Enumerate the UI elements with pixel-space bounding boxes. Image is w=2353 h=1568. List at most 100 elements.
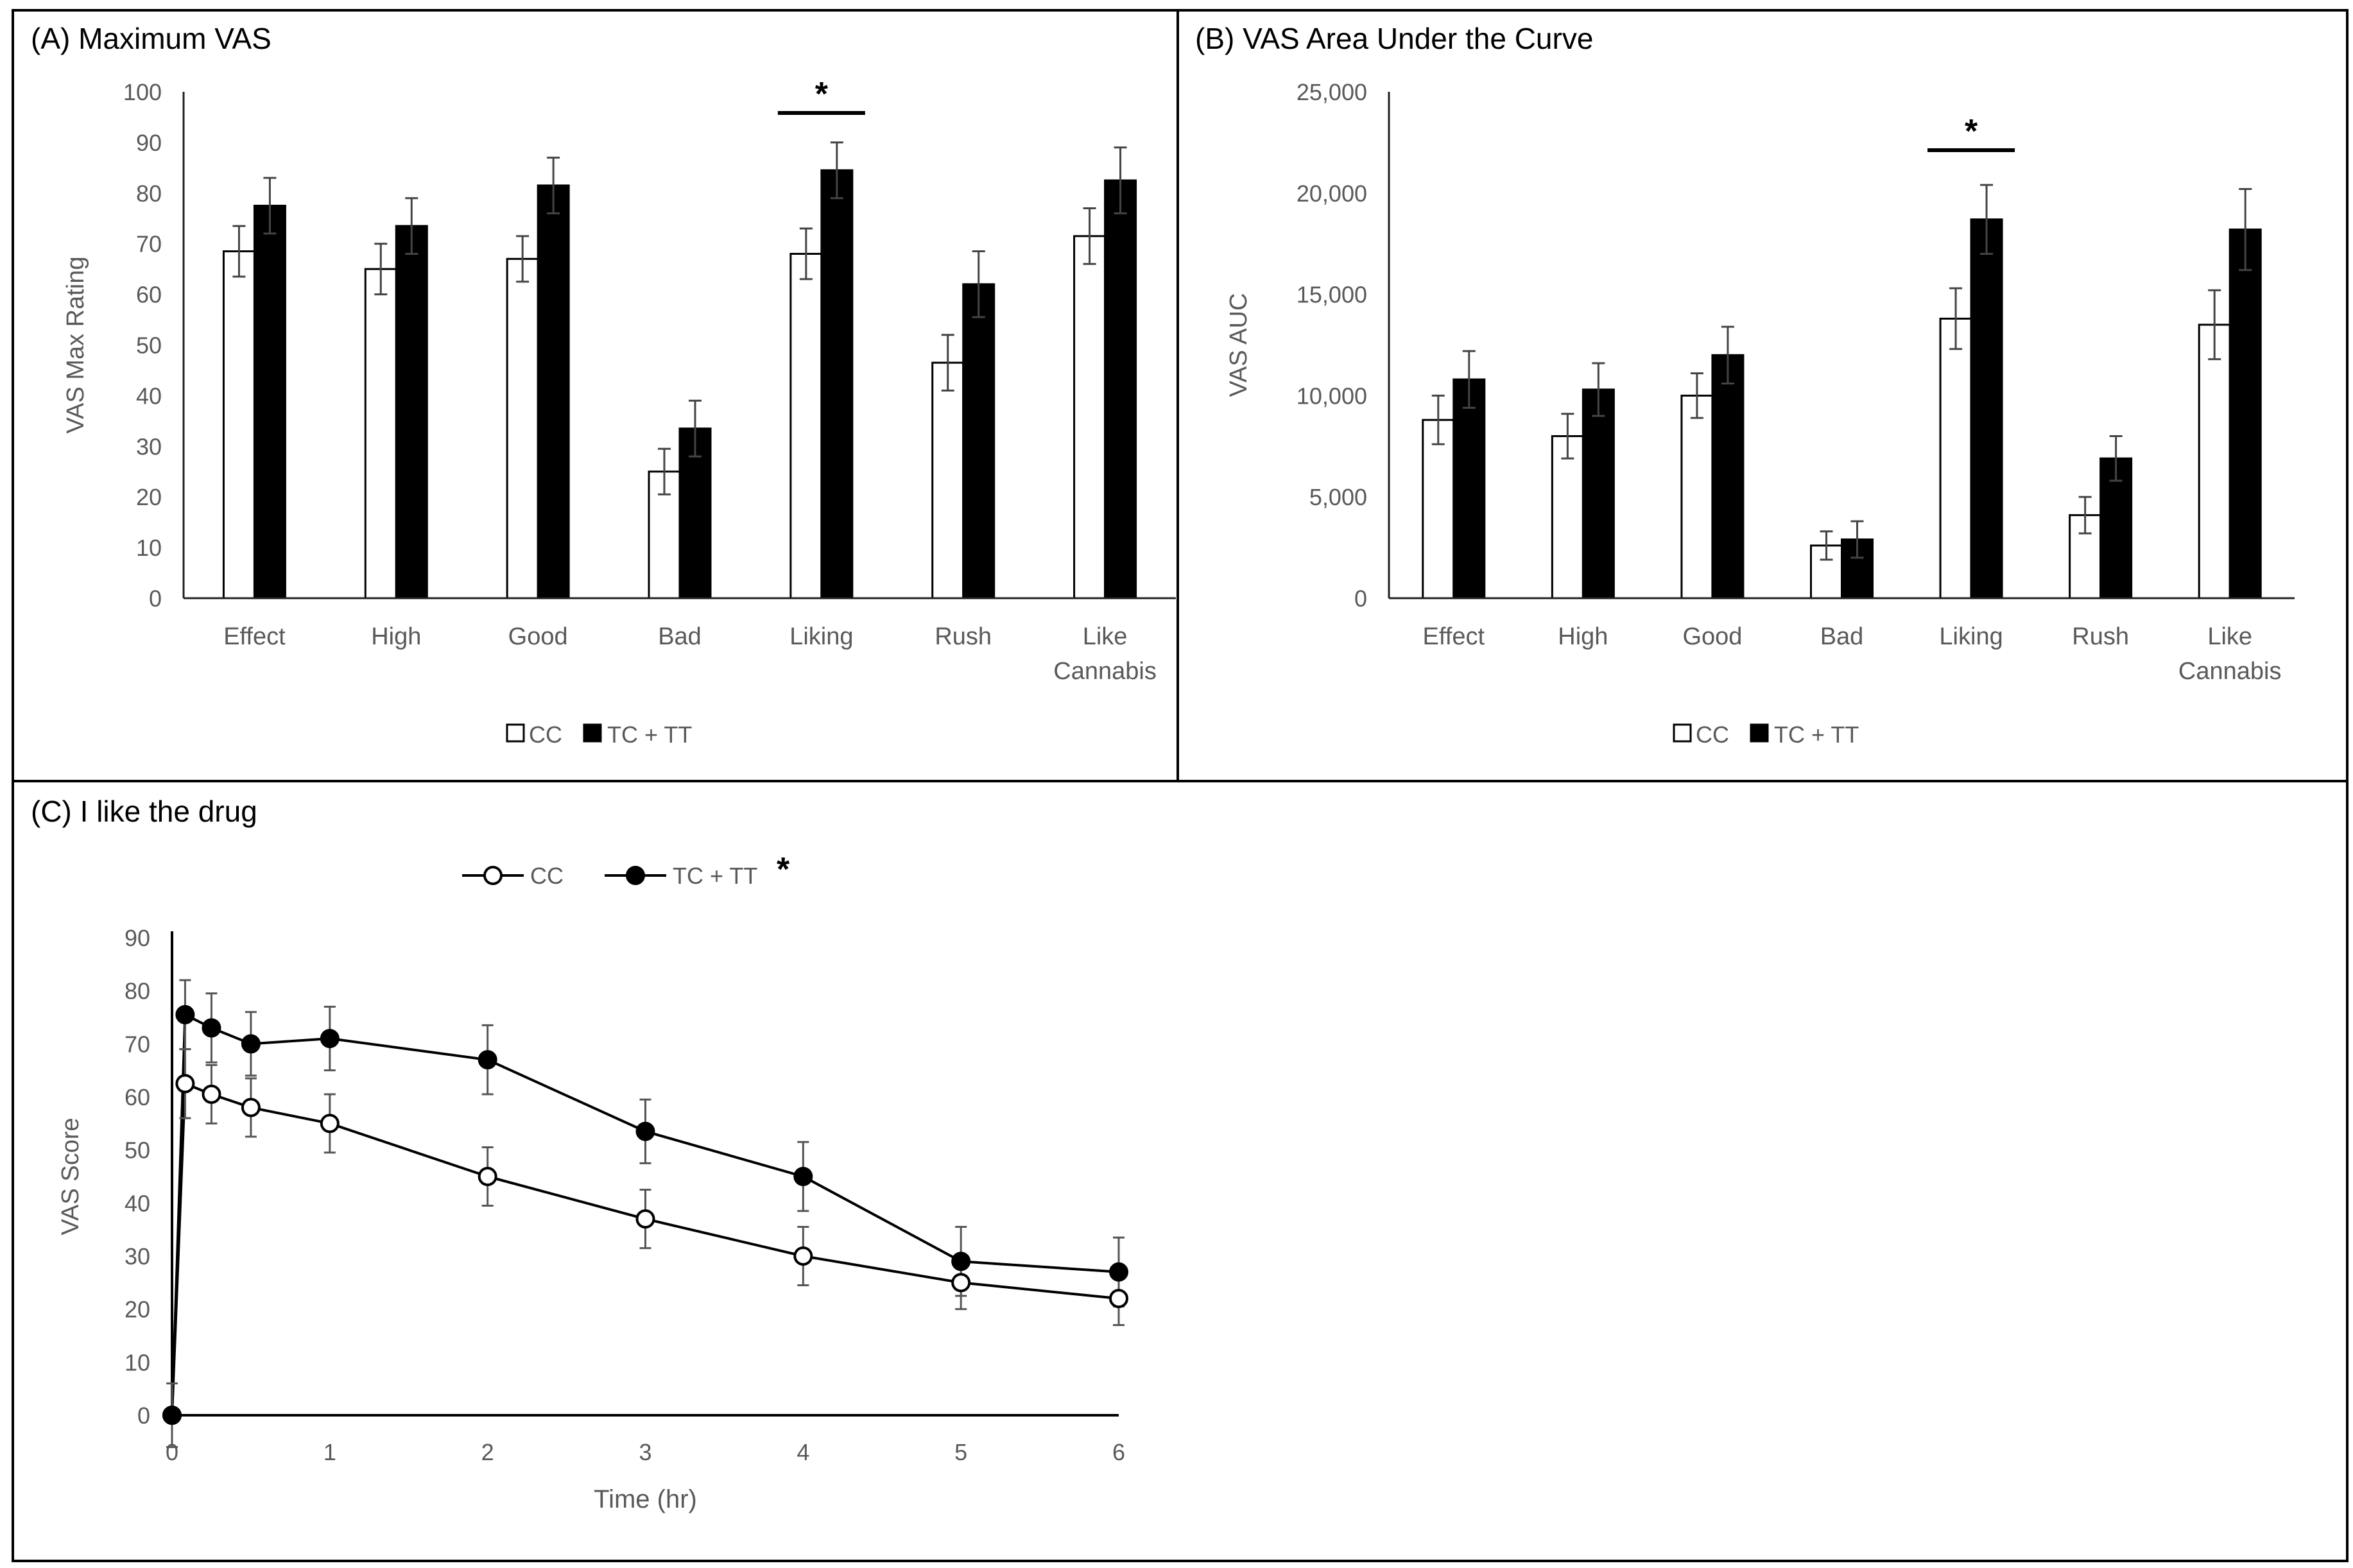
panel-b: (B) VAS Area Under the Curve 0 5,000 10,00… [1176, 9, 2349, 782]
y-tick-label: 20 [125, 1297, 150, 1323]
x-tick-label: Good [508, 623, 568, 650]
data-point-tc-tt [635, 1121, 655, 1141]
x-tick-label: Good [1682, 623, 1742, 650]
y-tick-label: 40 [136, 383, 162, 409]
bar-tc-tt [395, 225, 428, 599]
data-point-tc-tt [1109, 1262, 1128, 1282]
panel-c: (C) I like the drug 01020304050607080900… [12, 780, 2349, 1562]
bar-tc-tt [253, 205, 286, 599]
x-tick-label: Bad [658, 623, 702, 650]
bar-cc [1939, 317, 1972, 599]
legend-label-cc: CC [530, 863, 564, 889]
data-point-cc [793, 1246, 813, 1266]
y-tick-label: 60 [125, 1084, 150, 1110]
significance-star: * [815, 76, 829, 113]
bar-tc-tt [537, 184, 570, 599]
x-tick-label: 1 [323, 1439, 336, 1465]
bar-cc [506, 257, 539, 599]
y-tick-label: 60 [136, 282, 162, 308]
bar-cc [222, 250, 255, 599]
y-tick-label: 70 [136, 231, 162, 257]
x-tick-label: 2 [481, 1439, 494, 1465]
panel-c-plot: 0 10 20 30 40 50 60 70 80 90 0 1 2 3 4 5 6 VAS Score Time … [57, 851, 1128, 1513]
y-tick-label: 80 [125, 978, 150, 1004]
x-tick-label: Like [2207, 623, 2252, 650]
legend-marker-tc-tt [626, 866, 645, 885]
y-tick-label: 20,000 [1297, 180, 1367, 207]
legend-swatch-tc-tt [583, 723, 602, 743]
bar-tc-tt [1711, 354, 1745, 599]
data-point-cc [1109, 1289, 1128, 1309]
legend-label-cc: CC [529, 721, 562, 748]
data-point-tc-tt [175, 1004, 195, 1024]
y-tick-label: 30 [136, 433, 162, 460]
legend-label-tc-tt: TC + TT [1774, 721, 1859, 748]
legend-swatch-tc-tt [1750, 723, 1769, 743]
x-tick-label: 3 [639, 1439, 651, 1465]
y-tick-label: 10 [136, 535, 162, 561]
x-tick-label: Bad [1820, 623, 1864, 650]
bar-tc-tt [1582, 388, 1615, 599]
bar-cc [1551, 435, 1584, 599]
bar-cc [1422, 418, 1455, 599]
y-tick-label: 50 [125, 1137, 150, 1164]
panel-b-title: (B) VAS Area Under the Curve [1195, 22, 1593, 55]
x-tick-label: Liking [1939, 623, 2003, 650]
y-tick-label: 0 [149, 585, 162, 612]
data-point-tc-tt [951, 1252, 971, 1271]
data-point-cc [478, 1167, 497, 1186]
x-tick-label: 6 [1112, 1439, 1125, 1465]
legend-swatch-cc [1673, 723, 1692, 743]
data-point-cc [320, 1114, 340, 1133]
data-point-tc-tt [478, 1050, 497, 1070]
significance-star: * [1965, 113, 1978, 150]
legend-marker-cc [483, 866, 503, 885]
significance-star: * [777, 851, 790, 888]
y-tick-label: 80 [136, 180, 162, 207]
bar-cc [2198, 323, 2231, 599]
x-tick-label: High [371, 623, 421, 650]
data-point-cc [951, 1273, 971, 1293]
y-tick-label: 10,000 [1297, 383, 1367, 409]
y-axis-title: VAS AUC [1225, 293, 1252, 397]
x-tick-label: Like [1083, 623, 1128, 650]
x-tick-label: Cannabis [2178, 658, 2282, 685]
data-point-tc-tt [162, 1406, 182, 1425]
bar-tc-tt [962, 283, 996, 599]
y-tick-label: 0 [1354, 585, 1367, 612]
y-tick-label: 90 [125, 925, 150, 951]
x-tick-label: Liking [789, 623, 853, 650]
x-tick-label: Rush [935, 623, 992, 650]
data-point-cc [175, 1074, 195, 1094]
bar-cc [789, 252, 823, 599]
data-point-cc [202, 1084, 221, 1104]
y-tick-label: 20 [136, 484, 162, 510]
x-tick-label: Effect [223, 623, 286, 650]
x-tick-label: Rush [2072, 623, 2129, 650]
series-line-tc-tt [171, 1012, 1119, 1416]
bar-cc [364, 268, 397, 599]
y-tick-label: 10 [125, 1349, 150, 1375]
series-line-cc [171, 1081, 1119, 1416]
panel-c-title: (C) I like the drug [31, 795, 257, 828]
data-point-cc [241, 1098, 261, 1117]
y-axis-title: VAS Score [57, 1117, 84, 1235]
y-tick-label: 40 [125, 1190, 150, 1216]
bar-tc-tt [2228, 228, 2262, 599]
bar-tc-tt [1104, 179, 1137, 599]
x-tick-label: Cannabis [1053, 658, 1157, 685]
x-tick-label: Effect [1423, 623, 1485, 650]
data-point-tc-tt [320, 1029, 340, 1049]
panel-a-border [12, 9, 1179, 782]
bar-tc-tt [820, 169, 854, 599]
data-point-tc-tt [793, 1167, 813, 1186]
legend-swatch-cc [506, 723, 525, 743]
x-tick-label: 4 [797, 1439, 809, 1465]
legend-label-cc: CC [1696, 721, 1729, 748]
y-tick-label: 100 [123, 79, 162, 105]
y-tick-label: 25,000 [1297, 79, 1367, 105]
data-point-cc [635, 1209, 655, 1229]
panel-a-title: (A) Maximum VAS [31, 22, 272, 55]
x-tick-label: High [1558, 623, 1608, 650]
